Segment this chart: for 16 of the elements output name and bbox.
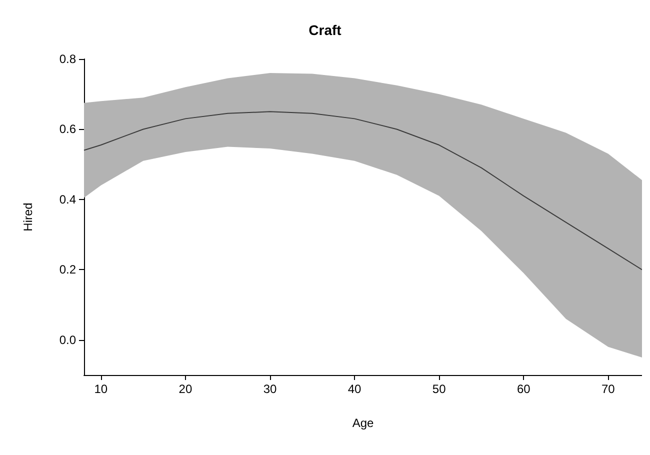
y-tick-label: 0.0 [59, 332, 76, 347]
x-tick-label: 30 [263, 382, 277, 396]
x-tick-label: 70 [602, 382, 616, 396]
x-tick-label: 40 [348, 382, 362, 396]
x-axis-title: Age [352, 416, 374, 430]
x-tick-label: 50 [432, 382, 446, 396]
y-tick-label: 0.8 [59, 52, 76, 66]
x-tick-label: 60 [516, 382, 531, 396]
x-tick-label: 10 [94, 382, 108, 396]
y-tick-label: 0.6 [59, 122, 76, 136]
y-tick-label: 0.2 [59, 262, 76, 277]
chart-title: Craft [308, 22, 342, 38]
y-tick-label: 0.4 [59, 192, 76, 206]
x-tick-label: 20 [178, 382, 192, 396]
line-series [84, 111, 642, 270]
y-axis-title: Hired [21, 202, 35, 232]
